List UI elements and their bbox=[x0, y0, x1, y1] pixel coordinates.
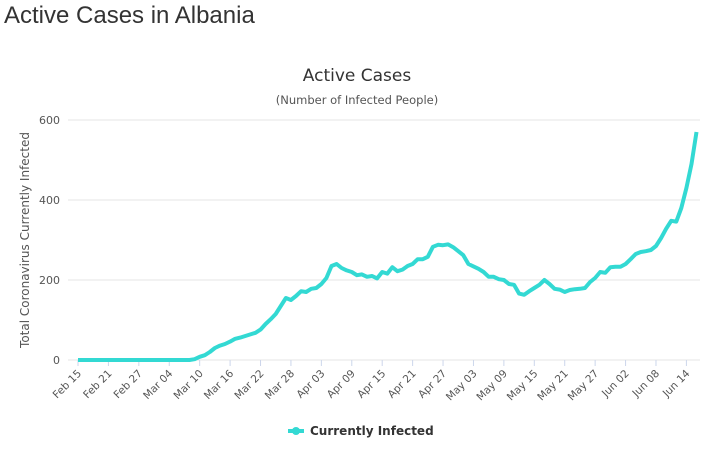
x-tick-label: Mar 28 bbox=[263, 368, 297, 402]
chart-subtitle: (Number of Infected People) bbox=[276, 93, 438, 107]
x-tick-label: Feb 21 bbox=[81, 368, 114, 401]
x-tick-label: Mar 10 bbox=[171, 368, 205, 402]
x-tick-label: Mar 22 bbox=[232, 368, 266, 402]
legend-label: Currently Infected bbox=[310, 424, 434, 438]
x-tick-label: May 15 bbox=[505, 368, 541, 404]
line bbox=[78, 131, 699, 362]
x-tick-label: Feb 15 bbox=[51, 368, 84, 401]
legend-marker bbox=[292, 427, 300, 435]
chart-title: Active Cases bbox=[303, 66, 412, 86]
y-tick-label: 600 bbox=[39, 114, 60, 127]
x-tick-label: Apr 15 bbox=[355, 368, 388, 401]
y-tick-label: 200 bbox=[39, 274, 60, 287]
x-tick-label: Mar 16 bbox=[202, 367, 237, 402]
x-tick-label: Apr 09 bbox=[325, 368, 358, 401]
x-tick-label: Jun 08 bbox=[629, 368, 662, 401]
page-title: Active Cases in Albania bbox=[4, 2, 255, 29]
x-tick-label: May 27 bbox=[566, 368, 602, 404]
x-tick-label: May 21 bbox=[535, 368, 571, 404]
x-tick-label: May 03 bbox=[444, 368, 480, 404]
x-tick-label: Apr 21 bbox=[386, 368, 419, 401]
x-tick-label: May 09 bbox=[474, 368, 510, 404]
x-tick-label: Jun 14 bbox=[660, 367, 693, 400]
x-tick-label: Mar 04 bbox=[141, 367, 176, 402]
y-axis-label: Total Coronavirus Currently Infected bbox=[18, 132, 32, 349]
x-tick-label: Apr 03 bbox=[294, 368, 327, 401]
x-tick-label: Jun 02 bbox=[599, 368, 632, 401]
y-tick-label: 400 bbox=[39, 194, 60, 207]
x-tick-label: Feb 27 bbox=[112, 368, 145, 401]
y-tick-label: 0 bbox=[53, 354, 60, 367]
